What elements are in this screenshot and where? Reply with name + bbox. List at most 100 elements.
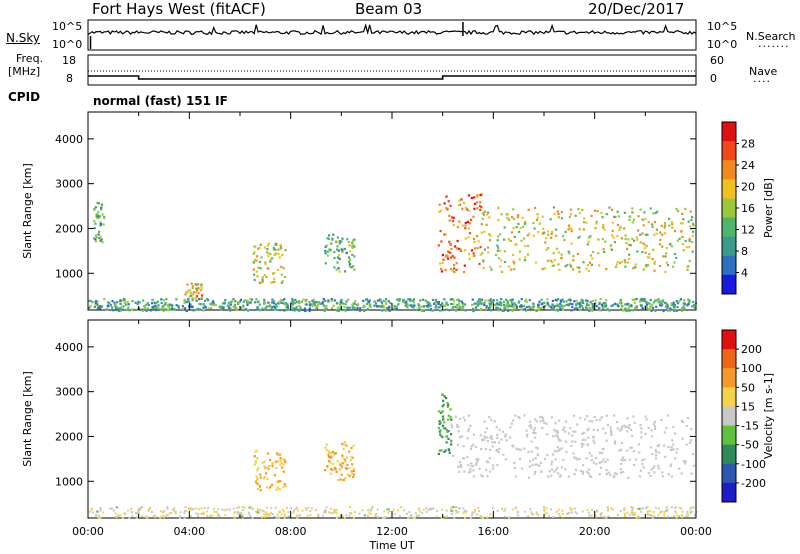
- power-echo-cell: [522, 237, 526, 240]
- velocity-echo-cell: [509, 426, 512, 429]
- velocity-echo-cell: [256, 457, 259, 460]
- power-echo-cell: [328, 234, 331, 237]
- velocity-echo-cell: [521, 467, 524, 470]
- velocity-echo-cell: [551, 460, 554, 463]
- velocity-echo-cell: [464, 517, 466, 520]
- velocity-echo-cell: [498, 447, 501, 451]
- velocity-echo-cell: [277, 516, 280, 519]
- power-echo-cell: [640, 297, 643, 301]
- power-echo-cell: [322, 304, 325, 307]
- velocity-echo-cell: [610, 507, 613, 510]
- velocity-echo-cell: [331, 450, 334, 453]
- power-echo-cell: [434, 305, 438, 308]
- power-echo-cell: [458, 307, 461, 310]
- power-echo-cell: [481, 252, 484, 255]
- velocity-echo-cell: [263, 513, 266, 516]
- velocity-echo-cell: [661, 475, 664, 478]
- power-echo-cell: [557, 263, 560, 266]
- power-echo-cell: [537, 230, 540, 234]
- power-echo-cell: [467, 227, 470, 230]
- power-echo-cell: [684, 239, 687, 243]
- power-echo-cell: [483, 303, 486, 307]
- velocity-echo-cell: [640, 427, 643, 430]
- velocity-echo-cell: [283, 510, 285, 513]
- colorbar-segment: [722, 217, 736, 238]
- velocity-echo-cell: [452, 454, 455, 457]
- velocity-echo-cell: [536, 447, 539, 450]
- velocity-echo-cell: [595, 456, 598, 460]
- velocity-echo-cell: [574, 468, 577, 471]
- power-echo-cell: [99, 223, 103, 226]
- velocity-echo-cell: [237, 510, 239, 513]
- velocity-echo-cell: [387, 511, 390, 514]
- power-echo-cell: [222, 306, 225, 309]
- power-echo-cell: [649, 207, 652, 210]
- velocity-echo-cell: [691, 510, 694, 513]
- power-echo-cell: [341, 237, 344, 240]
- power-echo-cell: [94, 234, 97, 237]
- velocity-echo-cell: [623, 458, 627, 462]
- velocity-echo-cell: [504, 458, 508, 461]
- power-echo-cell: [451, 220, 455, 223]
- velocity-echo-cell: [490, 418, 493, 421]
- power-echo-cell: [308, 309, 311, 313]
- power-echo-cell: [591, 306, 594, 309]
- power-echo-cell: [498, 303, 501, 306]
- power-echo-cell: [210, 307, 213, 310]
- velocity-echo-cell: [653, 471, 656, 474]
- power-echo-cell: [503, 226, 506, 229]
- power-echo-cell: [373, 304, 376, 307]
- power-echo-cell: [469, 218, 473, 221]
- power-echo-cell: [642, 224, 645, 227]
- power-echo-cell: [479, 308, 482, 312]
- velocity-echo-cell: [485, 427, 488, 430]
- power-echo-cell: [352, 239, 355, 242]
- power-echo-cell: [253, 278, 256, 282]
- power-echo-cell: [611, 229, 614, 232]
- power-echo-cell: [269, 252, 272, 256]
- power-echo-cell: [256, 308, 259, 311]
- power-echo-cell: [451, 254, 454, 257]
- power-echo-cell: [242, 309, 246, 312]
- power-echo-cell: [580, 304, 584, 308]
- colorbar-segment: [722, 482, 736, 503]
- power-echo-cell: [497, 206, 500, 209]
- power-echo-cell: [598, 264, 601, 267]
- velocity-echo-cell: [639, 469, 642, 472]
- velocity-echo-cell: [341, 456, 344, 459]
- power-echo-cell: [686, 265, 689, 268]
- power-echo-cell: [639, 298, 642, 301]
- velocity-echo-cell: [195, 512, 198, 515]
- velocity-echo-cell: [576, 423, 579, 426]
- power-echo-cell: [444, 304, 447, 307]
- power-echo-cell: [157, 304, 160, 307]
- velocity-echo-cell: [665, 427, 668, 430]
- power-echo-cell: [204, 299, 207, 302]
- velocity-echo-cell: [183, 512, 186, 515]
- power-echo-cell: [374, 302, 378, 305]
- velocity-echo-cell: [283, 483, 286, 486]
- power-echo-cell: [671, 226, 674, 229]
- power-echo-cell: [655, 299, 658, 302]
- power-echo-cell: [449, 268, 453, 271]
- x-tick-label: 00:00: [72, 525, 104, 538]
- power-echo-cell: [586, 300, 589, 303]
- power-echo-cell: [681, 309, 684, 312]
- power-echo-cell: [461, 302, 464, 305]
- velocity-echo-cell: [218, 514, 221, 517]
- velocity-echo-cell: [486, 475, 489, 478]
- power-echo-cell: [151, 306, 154, 309]
- power-echo-cell: [382, 299, 385, 302]
- power-echo-cell: [480, 231, 483, 234]
- power-echo-cell: [576, 307, 579, 310]
- velocity-echo-cell: [550, 508, 552, 511]
- velocity-echo-cell: [276, 486, 279, 489]
- power-echo-cell: [294, 298, 297, 301]
- power-echo-cell: [308, 301, 311, 304]
- power-echo-cell: [641, 232, 644, 235]
- velocity-echo-cell: [534, 470, 537, 473]
- velocity-echo-cell: [659, 512, 662, 514]
- velocity-echo-cell: [326, 466, 329, 469]
- velocity-echo-cell: [534, 418, 537, 421]
- power-echo-cell: [664, 270, 667, 274]
